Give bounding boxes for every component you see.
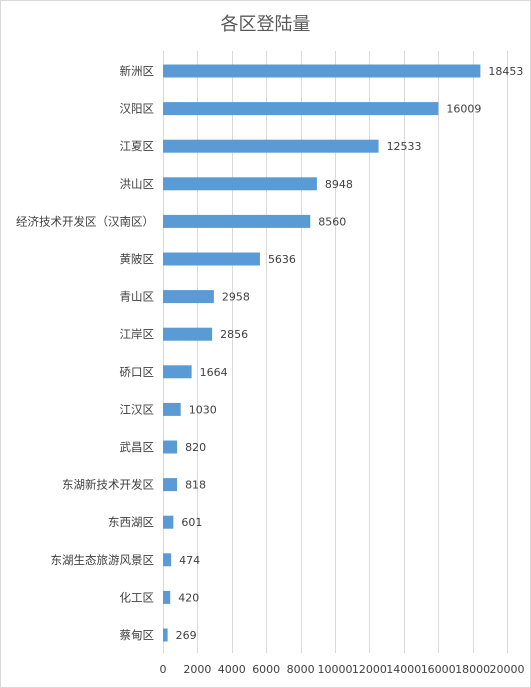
data-label: 8948 — [325, 178, 353, 191]
x-tick-label: 0 — [160, 663, 167, 676]
category-label: 江岸区 — [120, 327, 155, 341]
category-label: 黄陂区 — [120, 252, 155, 266]
bar — [163, 290, 214, 304]
data-label: 601 — [181, 516, 202, 529]
data-label: 1664 — [200, 366, 228, 379]
x-tick-label: 16000 — [421, 663, 456, 676]
category-label: 江夏区 — [120, 139, 155, 153]
data-label: 2856 — [220, 328, 248, 341]
bar — [163, 64, 481, 78]
chart-title: 各区登陆量 — [220, 14, 311, 35]
bar — [163, 440, 178, 454]
x-tick-label: 6000 — [252, 663, 280, 676]
x-tick-label: 12000 — [352, 663, 387, 676]
category-label: 汉阳区 — [120, 102, 155, 116]
data-label: 5636 — [268, 253, 296, 266]
data-label: 2958 — [222, 291, 250, 304]
bar — [163, 553, 172, 567]
data-label: 820 — [185, 441, 206, 454]
data-label: 474 — [179, 554, 200, 567]
category-label: 新洲区 — [120, 64, 155, 78]
x-tick-label: 10000 — [318, 663, 353, 676]
data-label: 1030 — [189, 403, 217, 416]
category-label: 东湖生态旅游风景区 — [51, 553, 155, 567]
bar — [163, 327, 213, 341]
category-label: 洪山区 — [120, 177, 155, 191]
data-label: 818 — [185, 479, 206, 492]
data-label: 12533 — [387, 140, 422, 153]
category-label: 东西湖区 — [108, 515, 154, 529]
category-label: 经济技术开发区（汉南区） — [16, 214, 154, 228]
x-tick-label: 2000 — [183, 663, 211, 676]
bar — [163, 515, 174, 529]
data-label: 269 — [176, 629, 197, 642]
x-tick-label: 18000 — [455, 663, 490, 676]
bar — [163, 365, 192, 379]
bar — [163, 590, 171, 604]
x-tick-label: 8000 — [287, 663, 315, 676]
bar — [163, 402, 181, 416]
data-label: 8560 — [318, 215, 346, 228]
bar — [163, 214, 311, 228]
data-label: 16009 — [446, 103, 481, 116]
category-label: 化工区 — [120, 590, 155, 604]
data-label: 420 — [178, 591, 199, 604]
category-label: 硚口区 — [120, 365, 155, 379]
bar — [163, 102, 439, 116]
x-tick-label: 14000 — [386, 663, 421, 676]
category-label: 武昌区 — [120, 440, 155, 454]
category-label: 江汉区 — [120, 402, 155, 416]
bar — [163, 177, 317, 191]
bar — [163, 139, 379, 153]
category-label: 青山区 — [120, 290, 155, 304]
bar — [163, 478, 178, 492]
category-label: 蔡甸区 — [120, 628, 155, 642]
x-tick-label: 4000 — [218, 663, 246, 676]
x-tick-label: 20000 — [490, 663, 525, 676]
bar — [163, 252, 260, 266]
bar — [163, 628, 168, 642]
category-label: 东湖新技术开发区 — [62, 478, 154, 492]
data-label: 18453 — [488, 65, 523, 78]
